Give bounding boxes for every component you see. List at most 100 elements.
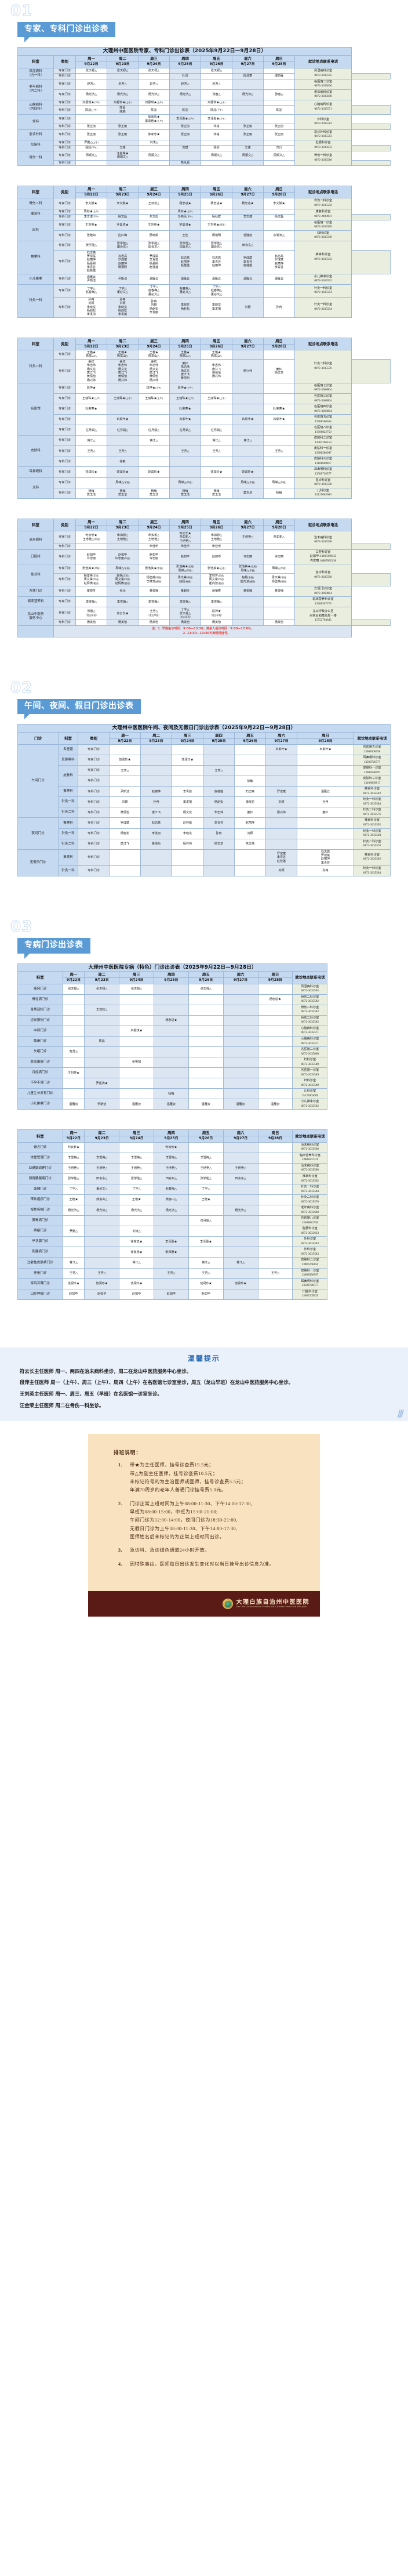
doctor-cell: 汪金荣★ 周顺文△ [107, 150, 139, 161]
doctor-cell: 王刘英★ [75, 219, 107, 231]
col-header-day: 周一 [75, 186, 107, 193]
doctor-cell [188, 1226, 224, 1237]
doctor-cell: 赵如毕 [119, 1288, 154, 1300]
doctor-cell: 石菜叶★ [263, 414, 295, 426]
doctor-cell: 董毅玲 [169, 586, 201, 597]
table-row: 外科 专家门诊 徐家忠★ 李泽惠★(上午) 李泽惠★(上午) 李泽惠★(上午) 外科诊室 08… [17, 114, 391, 130]
location-cell: 名医馆五诊室 13988506658 [354, 744, 391, 756]
doctor-cell: 李雪梅△ [154, 1152, 189, 1164]
doctor-cell: 王培艳△ [223, 1162, 258, 1174]
ribbon-tail-icon [24, 37, 35, 43]
doctor-cell: 王艳★ [188, 1194, 224, 1206]
doctor-cell: 徐家忠★ [119, 1247, 154, 1258]
doctor-cell: 李泽惠★(上午) [169, 114, 201, 124]
doctor-cell [257, 1088, 293, 1100]
doctor-cell: 王艳★ 熊富山△ [107, 350, 139, 360]
doctor-cell: 张学能△ [188, 1173, 224, 1185]
doctor-cell: 周嵘△(早班) [107, 564, 139, 574]
doctor-cell [257, 1288, 293, 1300]
doctor-cell: 罗曼淯★ [107, 219, 139, 231]
doctor-cell [232, 219, 264, 231]
doctor-cell: 周顺文△ [263, 150, 295, 161]
instruction-item: 门诊正常上班时间为上午08:00-11:30、下午14:00-17:30, 早班为… [117, 1500, 305, 1542]
col-header-day: 周二 [140, 731, 172, 739]
col-header-day: 周六 [223, 971, 258, 979]
doctor-cell: 温雁云 [201, 273, 232, 285]
table-row: 推拿科 专家门诊 张学能△ 张学能△ 田会东△ 张学能△ 田会东△ 张学能△ 田会东△ 张学能△ 田… [17, 240, 391, 274]
col-header: 科室 [17, 55, 54, 68]
doctor-cell [188, 1004, 224, 1016]
category-cell: 专家门诊 [53, 393, 76, 405]
doctor-cell [109, 744, 141, 756]
doctor-cell [188, 1142, 224, 1153]
doctor-cell [62, 1025, 85, 1037]
doctor-cell: 刘振琪★ [119, 1025, 154, 1037]
doctor-cell: 李文博 [232, 214, 264, 220]
doctor-cell: 王芳△ [75, 445, 107, 457]
location-cell: 临床营养科诊室 13988567576 [294, 596, 352, 608]
doctor-cell: 张正丽 [263, 123, 295, 130]
doctor-cell [138, 456, 170, 468]
doctor-cell: 任月娟△ [169, 425, 201, 436]
hospital-footer: 大理白族自治州中医医院 Dali Bai Autonomous Prefectu… [88, 1590, 320, 1617]
table-row: 专家门诊 杨光济△ 杨光济△ 杨光济△ 杨光济△ 张春△ 杨光济△ 张春△ 老年病科诊室 0872… [18, 89, 391, 100]
doctor-cell [84, 1247, 120, 1258]
doctor-cell: 李晓龙 李发丽 [201, 296, 232, 318]
category-cell: 专科门诊 [53, 619, 76, 626]
doctor-cell: 温雁云 [232, 273, 264, 285]
doctor-cell [84, 1046, 120, 1058]
table-row: 老年病科 （内二科） 专家门诊 赵芳△ 赵芳△ 赵芳△ 赵芳△ 赵芳△ 名医馆二诊室 0872-3… [17, 78, 391, 100]
table-wrapper: 科室 类别 周一 周二 周三 周四 周五 周六 周日 就诊地点联系电话 9月22日 9月23日 9月24… [17, 186, 391, 318]
doctor-cell [263, 240, 295, 251]
doctor-cell: 杨文磊 [107, 214, 139, 220]
doctor-cell [263, 284, 295, 298]
clinic-cell: 夜间门诊 [17, 817, 59, 850]
doctor-cell [223, 1288, 258, 1300]
category-cell: 专科门诊 [53, 296, 76, 318]
section-ribbon: 午间、夜间、假日门诊出诊表 [17, 698, 141, 719]
doctor-cell: 刘斌 [169, 145, 201, 151]
doctor-cell: 应红梅 [107, 230, 139, 241]
doctor-cell [234, 755, 266, 766]
table-row: 急诊外科 专科门诊 张正丽 张正丽 徐家忠★ 张正丽 林裕 张正丽 张正丽 急诊外科诊室 0872-… [17, 129, 391, 140]
doctor-cell: 石菜叶★ [265, 744, 297, 756]
col-header-date: 9月24日 [138, 192, 170, 199]
doctor-cell: 周顺文△ [75, 150, 107, 161]
doctor-cell: 李文赋★ [75, 198, 107, 209]
doctor-cell: 朱如彬△ 王培艳△ [138, 531, 170, 545]
doctor-cell [172, 776, 203, 787]
doctor-cell [232, 596, 264, 608]
doctor-cell: 周文棠(早班) 杨鉴英(夜班) [263, 573, 295, 587]
doctor-cell: 周标★(上午) [169, 208, 201, 215]
doctor-cell: 赵如毕 许忠丽 [75, 549, 107, 565]
col-header-day: 周三 [138, 55, 170, 63]
instruction-item: 带★为主任医师，挂号诊查费15.5元； 带△为副主任医师，挂号诊查费10.5元； 未… [117, 1461, 305, 1494]
category-cell: 专科门诊 [53, 358, 76, 383]
table-row: 盆底康复门诊 张艳如 妇科诊室 0872-3035589 [17, 1057, 391, 1068]
doctor-cell: 饶润珍★ [232, 466, 264, 478]
table-row: 骨伤一科 专家门诊 周顺文△ 汪金荣★ 周顺文△ 周顺文△ 周顺文△ 周顺文△ 周顺文△ 骨伤一科… [17, 150, 391, 166]
doctor-cell [232, 208, 264, 215]
instruction-line: 无假日门诊为上午08:00-11:30、下午14:00-17:30, [130, 1526, 238, 1531]
doctor-cell [62, 1247, 85, 1258]
doctor-cell [172, 849, 203, 867]
doctor-cell [188, 1035, 224, 1048]
doctor-cell [297, 765, 354, 777]
doctor-cell: 张正丽 [232, 129, 264, 140]
category-cell: 专家门诊 [53, 99, 76, 106]
doctor-cell [223, 1267, 258, 1279]
doctor-cell: 杨赵松 [109, 828, 141, 839]
doctor-cell: 杨光济△ [62, 1205, 85, 1216]
doctor-cell [203, 849, 235, 867]
table-title-row: 大理州中医医院专病（特色）门诊出诊表（2025年9月22日—9月28日） [17, 963, 391, 972]
dept-cell: 骨伤一科 [17, 150, 54, 166]
doctor-cell [263, 160, 295, 166]
location-cell: 名医馆二诊室 0872-3035600 [294, 78, 352, 90]
doctor-cell: 王艳★ [119, 1194, 154, 1206]
doctor-cell: 杨鉴英(早班) 李林芳(夜班) [138, 573, 170, 587]
doctor-cell: 杨光济△ [232, 89, 264, 100]
col-header-date: 9月22日 [62, 977, 85, 984]
category-cell: 专家门诊 [53, 414, 76, 426]
col-header-day: 周四 [169, 186, 201, 193]
section-ribbon-label: 专病门诊出诊表 [17, 938, 90, 954]
